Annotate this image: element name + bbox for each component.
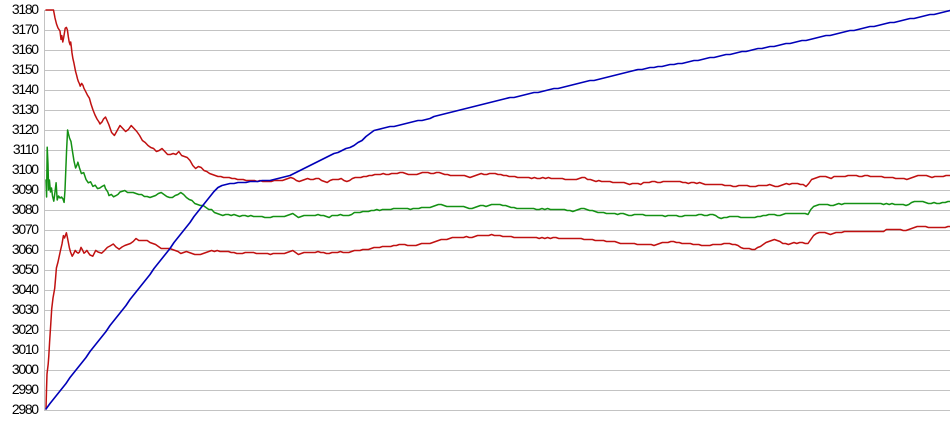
svg-text:3030: 3030	[12, 301, 39, 317]
svg-text:3020: 3020	[12, 321, 39, 337]
svg-text:3180: 3180	[12, 1, 39, 17]
svg-text:3130: 3130	[12, 101, 39, 117]
svg-text:3150: 3150	[12, 61, 39, 77]
svg-text:3050: 3050	[12, 261, 39, 277]
svg-text:3100: 3100	[12, 161, 39, 177]
svg-text:3140: 3140	[12, 81, 39, 97]
svg-text:3110: 3110	[13, 141, 39, 157]
svg-text:3010: 3010	[12, 341, 39, 357]
svg-text:3040: 3040	[12, 281, 39, 297]
svg-text:3160: 3160	[12, 41, 39, 57]
svg-text:2990: 2990	[12, 381, 39, 397]
svg-text:3090: 3090	[12, 181, 39, 197]
svg-text:3120: 3120	[12, 121, 39, 137]
svg-text:3060: 3060	[12, 241, 39, 257]
svg-text:3070: 3070	[12, 221, 39, 237]
svg-text:3000: 3000	[12, 361, 39, 377]
svg-text:3080: 3080	[12, 201, 39, 217]
svg-text:2980: 2980	[12, 401, 39, 417]
svg-text:3170: 3170	[12, 21, 39, 37]
